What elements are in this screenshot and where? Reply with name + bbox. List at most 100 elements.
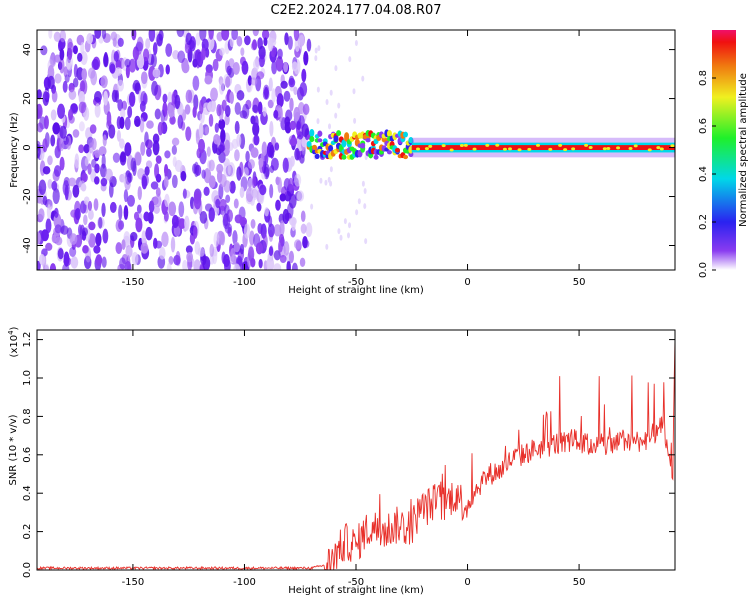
heatmap-noise-cell xyxy=(347,232,351,239)
heatmap-noise-cell xyxy=(277,177,282,193)
heatmap-noise-cell xyxy=(306,38,312,52)
heatmap-noise-cell xyxy=(286,260,291,270)
snr-y-ticks: 0.0 0.2 0.4 0.6 0.8 1.0 1.2 xyxy=(22,332,675,578)
heatmap-noise-cell xyxy=(293,239,302,250)
heatmap-tone-cell xyxy=(485,143,490,147)
heatmap-noise-cell xyxy=(67,108,74,121)
heatmap-noise-cell xyxy=(113,51,119,62)
heatmap-noise-cell xyxy=(142,48,150,62)
heatmap-noise-cell xyxy=(124,116,131,131)
svg-text:(x104): (x104) xyxy=(7,326,20,357)
heatmap-noise-cell xyxy=(162,93,168,104)
heatmap-noise-cell xyxy=(144,166,150,176)
heatmap-noise-cell xyxy=(83,196,90,206)
heatmap-noise-cell xyxy=(243,167,249,178)
heatmap-noise-cell xyxy=(284,116,291,127)
heatmap-noise-cell xyxy=(177,50,186,63)
colorbar-tick-label: 0.8 xyxy=(698,70,709,86)
heatmap-tone-cell xyxy=(656,146,661,150)
heatmap-noise-cell xyxy=(293,30,300,42)
heatmap-noise-cell xyxy=(236,134,242,147)
heatmap-noise-cell xyxy=(247,75,252,86)
y-tick-label: 0.6 xyxy=(22,447,33,463)
heatmap-noise-cell xyxy=(110,31,118,41)
heatmap-noise-cell xyxy=(329,180,333,187)
heatmap-noise-cell xyxy=(204,75,213,85)
heatmap-tone-cell xyxy=(428,144,433,148)
heatmap-noise-cell xyxy=(145,226,153,241)
heatmap-noise-cell xyxy=(192,106,197,118)
heatmap-noise-cell xyxy=(57,103,66,119)
heatmap-noise-cell xyxy=(100,75,108,89)
heatmap-noise-cell xyxy=(167,104,175,118)
heatmap-noise-cell xyxy=(152,67,161,78)
heatmap-band-cell xyxy=(394,147,400,153)
heatmap-noise-cell xyxy=(49,263,57,270)
heatmap-noise-cell xyxy=(264,206,269,217)
colorbar-label: Normalized spectral amplitude xyxy=(738,73,749,227)
heatmap-band-cell xyxy=(341,154,347,160)
heatmap-noise-cell xyxy=(296,190,305,202)
heatmap-noise-cell xyxy=(192,226,198,239)
heatmap-band-cell xyxy=(328,145,334,152)
heatmap-noise-cell xyxy=(181,62,190,74)
heatmap-noise-cell xyxy=(216,163,224,174)
heatmap-noise-cell xyxy=(157,121,164,136)
heatmap-noise-cell xyxy=(256,202,262,212)
heatmap-noise-cell xyxy=(94,30,102,39)
heatmap-noise-cell xyxy=(300,210,306,223)
heatmap-noise-cell xyxy=(289,137,298,146)
heatmap-noise-cell xyxy=(62,80,68,93)
heatmap-noise-cell xyxy=(178,201,185,218)
y-tick-label: 40 xyxy=(22,43,33,56)
heatmap-band-cell xyxy=(373,154,379,160)
heatmap-noise-cell xyxy=(221,99,227,112)
heatmap-noise-cell xyxy=(355,209,359,216)
heatmap-noise-cell xyxy=(171,137,180,146)
heatmap-noise-cell xyxy=(291,61,298,72)
heatmap-noise-cell xyxy=(117,99,124,112)
heatmap-noise-cell xyxy=(150,53,157,68)
heatmap-noise-cell xyxy=(247,159,255,170)
heatmap-noise-cell xyxy=(87,200,93,211)
heatmap-noise-cell xyxy=(37,89,42,100)
heatmap-tone-cell xyxy=(548,147,553,151)
heatmap-tone-core xyxy=(411,145,675,150)
heatmap-tone-cell xyxy=(563,148,568,152)
y-tick-label: -20 xyxy=(22,188,33,204)
heatmap-tone-cell xyxy=(670,144,675,148)
heatmap-tone-cell xyxy=(536,143,541,147)
heatmap-noise-cell xyxy=(229,180,236,194)
heatmap-noise-cell xyxy=(316,118,320,125)
heatmap-noise-cell xyxy=(220,128,226,143)
heatmap-noise-cell xyxy=(128,91,136,107)
heatmap-noise-cell xyxy=(169,115,176,125)
heatmap-noise-cell xyxy=(130,157,137,172)
heatmap-tone-cell xyxy=(558,143,563,147)
heatmap-noise-cell xyxy=(40,45,48,56)
heatmap-tone-cell xyxy=(495,143,500,147)
heatmap-noise-cell xyxy=(115,242,123,255)
heatmap-x-ticks: -150 -100 -50 0 50 xyxy=(122,30,585,288)
y-tick-label: 0.2 xyxy=(22,524,33,540)
heatmap-noise-cell xyxy=(225,194,231,203)
heatmap-noise-cell xyxy=(239,243,245,255)
heatmap-tone-cell xyxy=(502,147,507,151)
heatmap-noise-cell xyxy=(269,120,274,137)
heatmap-noise-cell xyxy=(77,52,83,63)
heatmap-band-cell xyxy=(317,130,323,137)
heatmap-noise-cell xyxy=(144,131,149,147)
heatmap-noise-cell xyxy=(357,198,361,205)
heatmap-noise-cell xyxy=(59,57,65,74)
heatmap-noise-cell xyxy=(275,199,281,211)
heatmap-noise-cell xyxy=(37,103,43,119)
heatmap-noise-cell xyxy=(57,247,64,260)
heatmap-noise-cell xyxy=(287,35,293,50)
heatmap-noise-cell xyxy=(150,181,159,190)
heatmap-noise-cell xyxy=(258,258,263,269)
heatmap-noise-cell xyxy=(166,262,172,270)
heatmap-noise-cell xyxy=(218,144,225,153)
heatmap-noise-cell xyxy=(54,224,62,234)
heatmap-noise-cell xyxy=(172,156,177,168)
colorbar-tick-label: 0.4 xyxy=(698,166,709,182)
